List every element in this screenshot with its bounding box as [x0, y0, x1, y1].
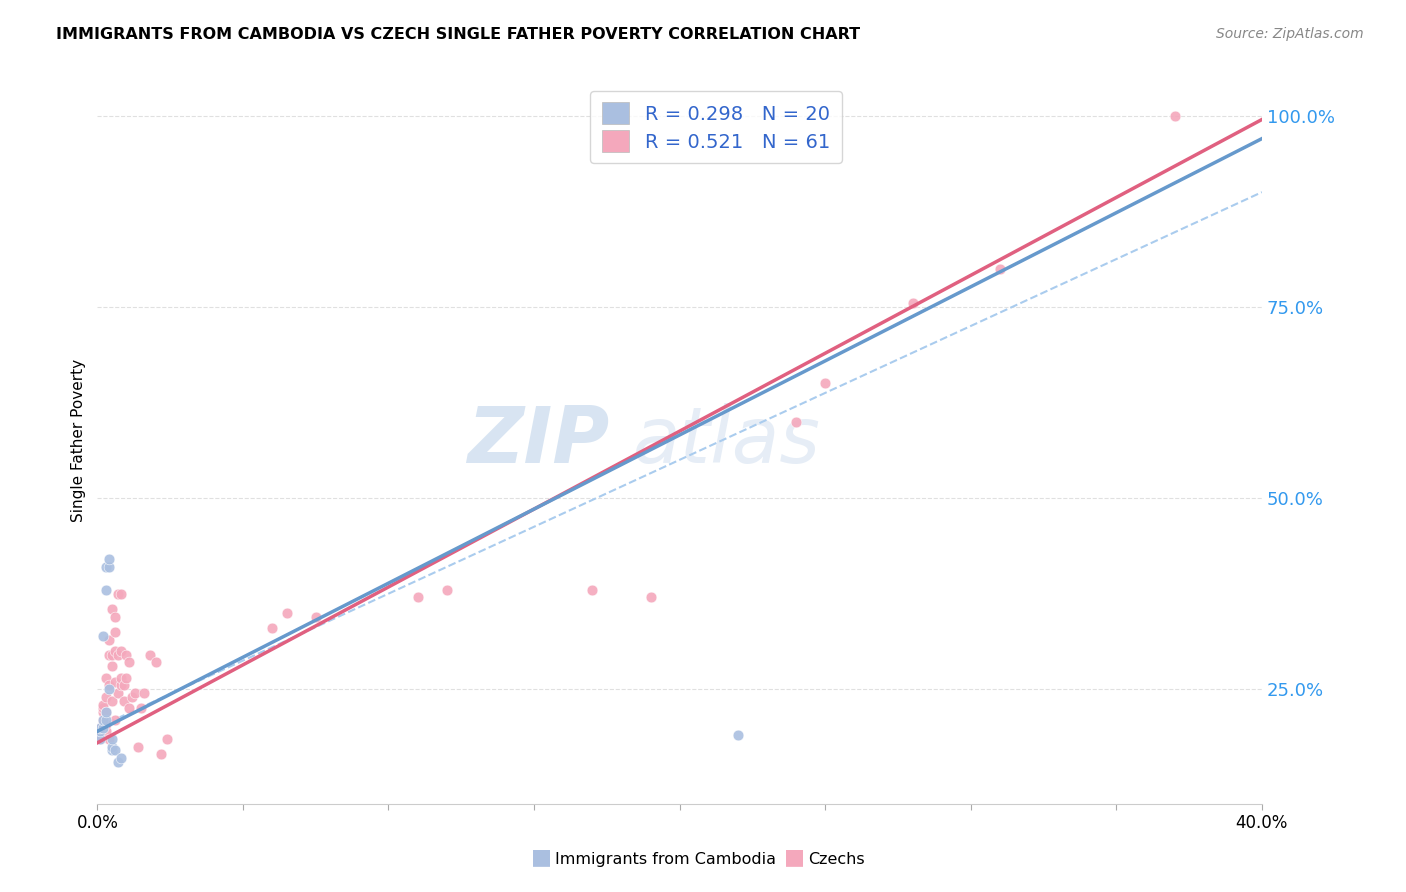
Text: Czechs: Czechs	[808, 852, 865, 867]
Point	[91, 701, 114, 715]
Point	[901, 296, 924, 310]
Point	[98, 632, 121, 647]
Point	[104, 674, 127, 689]
Point	[91, 705, 114, 719]
Point	[124, 686, 146, 700]
Point	[121, 690, 143, 704]
Point	[104, 644, 127, 658]
Point	[107, 587, 129, 601]
Point	[107, 686, 129, 700]
Point	[107, 648, 129, 662]
Point	[436, 582, 458, 597]
Point	[129, 701, 152, 715]
Point	[94, 690, 117, 704]
Point	[115, 671, 138, 685]
Point	[988, 261, 1011, 276]
Point	[89, 724, 111, 739]
Point	[260, 621, 283, 635]
Point	[101, 739, 124, 754]
Text: Source: ZipAtlas.com: Source: ZipAtlas.com	[1216, 27, 1364, 41]
Point	[110, 644, 132, 658]
Point	[94, 705, 117, 719]
Point	[118, 701, 141, 715]
Point	[276, 606, 298, 620]
Point	[101, 648, 124, 662]
Point	[94, 560, 117, 574]
Text: ■: ■	[531, 847, 551, 867]
Point	[89, 728, 111, 742]
Point	[98, 731, 121, 746]
Point	[156, 731, 179, 746]
Point	[112, 694, 135, 708]
Text: Immigrants from Cambodia: Immigrants from Cambodia	[555, 852, 776, 867]
Point	[150, 747, 173, 762]
Point	[145, 656, 167, 670]
Point	[98, 678, 121, 692]
Point	[91, 629, 114, 643]
Point	[89, 721, 111, 735]
Point	[94, 716, 117, 731]
Point	[101, 659, 124, 673]
Point	[94, 582, 117, 597]
Point	[98, 648, 121, 662]
Point	[94, 713, 117, 727]
Point	[89, 721, 111, 735]
Point	[110, 587, 132, 601]
Point	[89, 731, 111, 746]
Point	[98, 560, 121, 574]
Point	[91, 698, 114, 712]
Point	[98, 682, 121, 697]
Point	[305, 609, 328, 624]
Point	[101, 731, 124, 746]
Point	[640, 591, 662, 605]
Point	[112, 678, 135, 692]
Text: ■: ■	[785, 847, 804, 867]
Point	[127, 739, 149, 754]
Point	[115, 648, 138, 662]
Point	[101, 743, 124, 757]
Point	[110, 678, 132, 692]
Point	[94, 671, 117, 685]
Point	[118, 656, 141, 670]
Point	[107, 755, 129, 769]
Point	[581, 582, 603, 597]
Point	[91, 713, 114, 727]
Point	[727, 728, 749, 742]
Point	[104, 609, 127, 624]
Point	[132, 686, 155, 700]
Point	[814, 376, 837, 391]
Point	[91, 721, 114, 735]
Point	[94, 724, 117, 739]
Text: IMMIGRANTS FROM CAMBODIA VS CZECH SINGLE FATHER POVERTY CORRELATION CHART: IMMIGRANTS FROM CAMBODIA VS CZECH SINGLE…	[56, 27, 860, 42]
Point	[785, 415, 807, 429]
Point	[101, 694, 124, 708]
Point	[110, 751, 132, 765]
Text: atlas: atlas	[633, 402, 821, 479]
Point	[91, 713, 114, 727]
Point	[104, 713, 127, 727]
Point	[139, 648, 162, 662]
Point	[406, 591, 429, 605]
Point	[110, 671, 132, 685]
Legend: R = 0.298   N = 20, R = 0.521   N = 61: R = 0.298 N = 20, R = 0.521 N = 61	[591, 91, 842, 163]
Point	[94, 705, 117, 719]
Text: ZIP: ZIP	[468, 402, 610, 479]
Point	[89, 724, 111, 739]
Point	[89, 731, 111, 746]
Point	[101, 602, 124, 616]
Point	[98, 552, 121, 566]
Y-axis label: Single Father Poverty: Single Father Poverty	[72, 359, 86, 523]
Point	[104, 743, 127, 757]
Point	[91, 721, 114, 735]
Point	[104, 624, 127, 639]
Point	[1163, 109, 1185, 123]
